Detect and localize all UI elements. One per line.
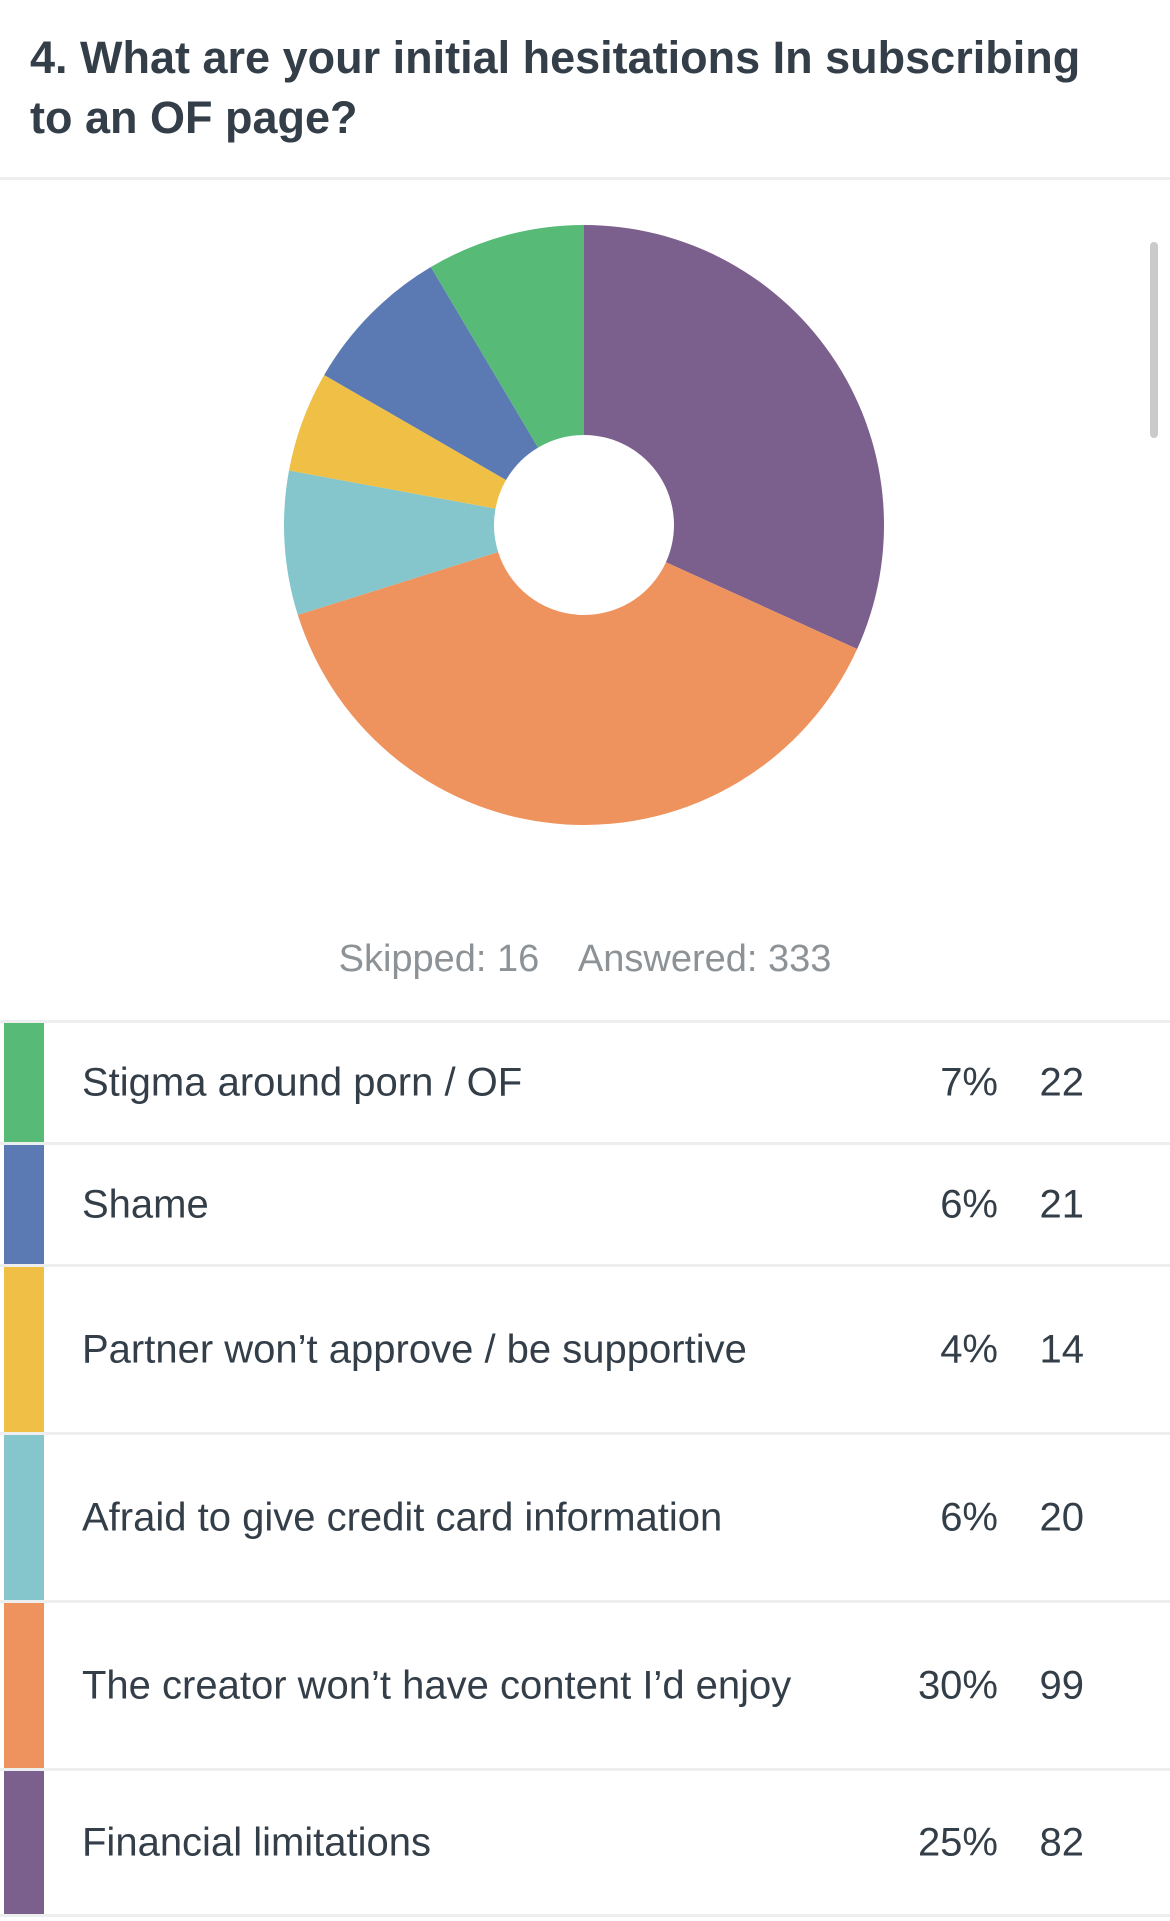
- legend-table: Stigma around porn / OF 7% 22 Shame 6% 21 Part…: [0, 1020, 1170, 1917]
- pie-slice-4[interactable]: [297, 551, 858, 826]
- legend-label: Shame: [82, 1182, 209, 1226]
- question-title: 4. What are your initial hesitations In …: [30, 32, 1081, 143]
- legend-percent: 6%: [940, 1182, 998, 1226]
- legend-percent: 7%: [940, 1060, 998, 1104]
- legend-count: 82: [1039, 1820, 1085, 1864]
- chart-area: [0, 180, 1170, 1020]
- legend-percent: 4%: [940, 1327, 998, 1371]
- legend-count: 99: [1039, 1663, 1085, 1707]
- question-header: 4. What are your initial hesitations In …: [0, 0, 1170, 180]
- legend-row: Afraid to give credit card information 6%…: [0, 1435, 1170, 1603]
- legend-row: Stigma around porn / OF 7% 22: [0, 1023, 1170, 1145]
- legend-row: Shame 6% 21: [0, 1145, 1170, 1267]
- pie-slice-1[interactable]: [324, 267, 539, 480]
- legend-row: The creator won’t have content I’d enjoy…: [0, 1603, 1170, 1771]
- legend-label: Stigma around porn / OF: [82, 1060, 523, 1104]
- legend-count: 20: [1039, 1495, 1085, 1539]
- legend-count: 14: [1039, 1327, 1085, 1371]
- legend-label: The creator won’t have content I’d enjoy: [82, 1663, 792, 1707]
- legend-swatch: [4, 1603, 44, 1768]
- legend-label: Afraid to give credit card information: [82, 1495, 723, 1539]
- legend-swatch: [4, 1771, 44, 1914]
- legend-swatch: [4, 1023, 44, 1142]
- pie-slice-0[interactable]: [430, 225, 584, 448]
- pie-slice-3[interactable]: [284, 470, 499, 615]
- skipped-count: Skipped: 16: [338, 938, 540, 980]
- legend-swatch: [4, 1435, 44, 1600]
- legend-swatch: [4, 1145, 44, 1264]
- legend-percent: 25%: [917, 1820, 998, 1864]
- pie-slice-5[interactable]: [584, 225, 885, 650]
- legend-row: Financial limitations 25% 82: [0, 1771, 1170, 1917]
- legend-row: Partner won’t approve / be supportive 4% 1…: [0, 1267, 1170, 1435]
- vertical-scrollbar[interactable]: [1150, 242, 1158, 438]
- legend-swatch: [4, 1267, 44, 1432]
- legend-count: 22: [1039, 1060, 1085, 1104]
- pie-slice-2[interactable]: [288, 375, 507, 509]
- answered-count: Answered: 333: [577, 938, 832, 980]
- legend-label: Financial limitations: [82, 1820, 432, 1864]
- legend-percent: 6%: [940, 1495, 998, 1539]
- legend-label: Partner won’t approve / be supportive: [82, 1327, 747, 1371]
- response-stats: Skipped: 16 Answered: 333: [0, 938, 1170, 981]
- legend-count: 21: [1039, 1182, 1085, 1226]
- legend-percent: 30%: [917, 1663, 998, 1707]
- donut-chart: [284, 225, 885, 826]
